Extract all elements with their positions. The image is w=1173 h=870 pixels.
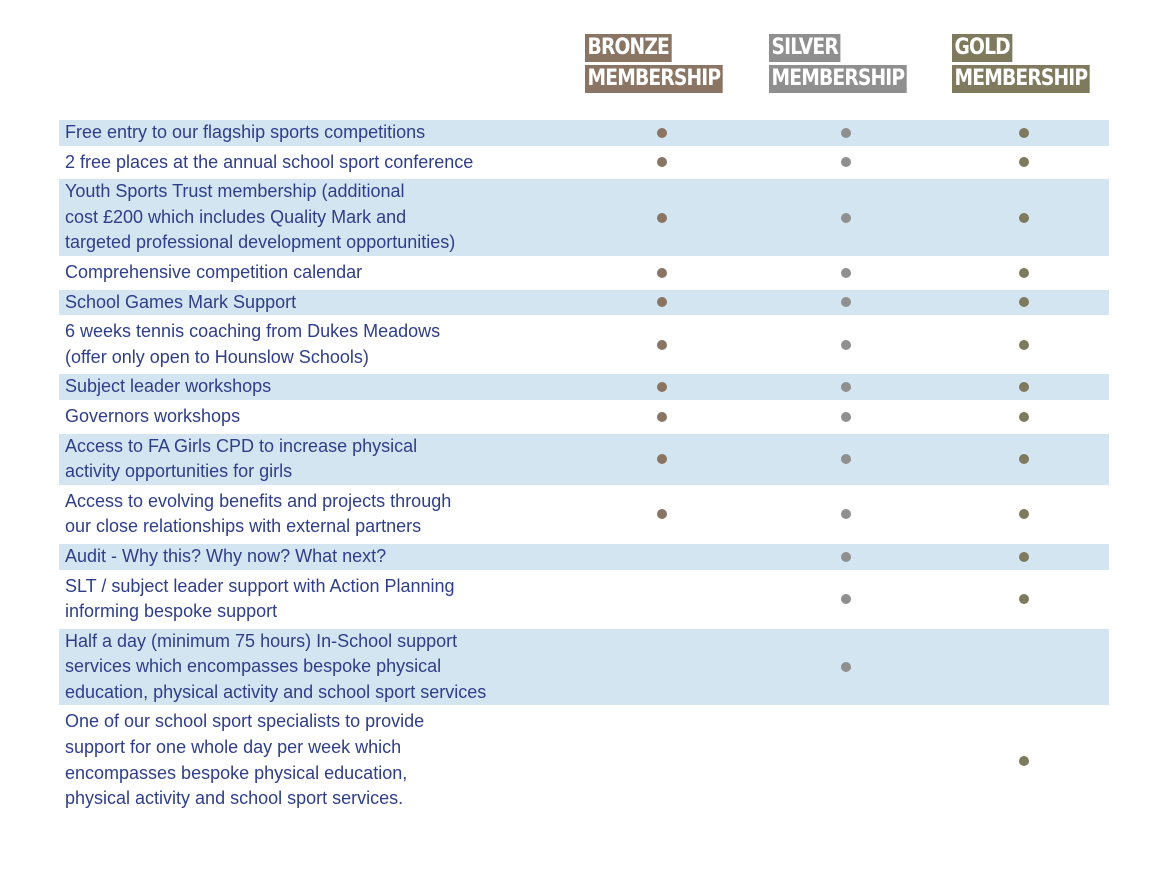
benefit-label: SLT / subject leader support with Action… xyxy=(65,575,455,622)
bronze-included-dot-icon xyxy=(657,157,667,168)
gold-included-dot-icon xyxy=(1019,267,1029,278)
gold-included-dot-icon xyxy=(1019,127,1029,138)
silver-included-dot-icon xyxy=(841,411,851,422)
bronze-included-dot-icon xyxy=(657,212,667,223)
silver-included-dot-icon xyxy=(841,551,851,562)
benefit-label: 6 weeks tennis coaching from Dukes Meado… xyxy=(65,321,441,367)
gold-included-dot-icon xyxy=(1019,382,1029,393)
silver-header-line2: MEMBERSHIP xyxy=(769,65,907,93)
gold-header-line1: GOLD xyxy=(952,34,1013,62)
table-row: Governors workshops xyxy=(59,404,1109,430)
silver-included-dot-icon xyxy=(841,382,851,393)
benefit-label: Half a day (minimum 75 hours) In-School … xyxy=(65,630,487,702)
silver-included-dot-icon xyxy=(841,509,851,520)
bronze-included-dot-icon xyxy=(657,509,667,520)
silver-included-dot-icon xyxy=(841,212,851,223)
gold-included-dot-icon xyxy=(1019,551,1029,562)
silver-included-dot-icon xyxy=(841,297,851,308)
benefit-label: Governors workshops xyxy=(65,405,241,426)
gold-membership-header: GOLD MEMBERSHIP xyxy=(952,34,1114,96)
silver-included-dot-icon xyxy=(841,157,851,168)
benefit-label: Access to FA Girls CPD to increase physi… xyxy=(65,435,418,482)
table-row: Subject leader workshops xyxy=(59,374,1109,400)
silver-included-dot-icon xyxy=(841,594,851,605)
gold-included-dot-icon xyxy=(1019,454,1029,465)
table-row: Free entry to our flagship sports compet… xyxy=(59,120,1109,146)
table-row: Comprehensive competition calendar xyxy=(59,260,1109,286)
bronze-included-dot-icon xyxy=(657,267,667,278)
table-row: Access to FA Girls CPD to increase physi… xyxy=(59,433,1109,485)
bronze-header-line1: BRONZE xyxy=(585,34,672,62)
benefit-label: Access to evolving benefits and projects… xyxy=(65,490,452,537)
benefits-comparison-table: Free entry to our flagship sports compet… xyxy=(59,120,1109,816)
gold-included-dot-icon xyxy=(1019,157,1029,168)
gold-included-dot-icon xyxy=(1019,411,1029,422)
benefit-label: Subject leader workshops xyxy=(65,376,272,397)
gold-included-dot-icon xyxy=(1019,339,1029,350)
benefit-label: Free entry to our flagship sports compet… xyxy=(65,122,426,142)
silver-included-dot-icon xyxy=(841,339,851,350)
bronze-included-dot-icon xyxy=(657,454,667,465)
bronze-included-dot-icon xyxy=(657,382,667,393)
benefit-label: Youth Sports Trust membership (additiona… xyxy=(65,181,456,253)
gold-included-dot-icon xyxy=(1019,755,1029,766)
table-row: Youth Sports Trust membership (additiona… xyxy=(59,179,1109,256)
benefit-label: Comprehensive competition calendar xyxy=(65,261,363,282)
benefit-label: One of our school sport specialists to p… xyxy=(65,711,425,809)
table-row: One of our school sport specialists to p… xyxy=(59,709,1109,811)
table-row: Audit - Why this? Why now? What next? xyxy=(59,543,1109,570)
gold-included-dot-icon xyxy=(1019,509,1029,520)
benefit-label: Audit - Why this? Why now? What next? xyxy=(65,545,387,566)
table-row: SLT / subject leader support with Action… xyxy=(59,574,1109,625)
silver-membership-header: SILVER MEMBERSHIP xyxy=(769,34,931,96)
table-row: 2 free places at the annual school sport… xyxy=(59,150,1109,176)
silver-included-dot-icon xyxy=(841,662,851,673)
table-row: School Games Mark Support xyxy=(59,289,1109,316)
silver-included-dot-icon xyxy=(841,127,851,138)
bronze-included-dot-icon xyxy=(657,339,667,350)
table-row: 6 weeks tennis coaching from Dukes Meado… xyxy=(59,319,1109,370)
table-row: Access to evolving benefits and projects… xyxy=(59,489,1109,540)
silver-included-dot-icon xyxy=(841,267,851,278)
gold-included-dot-icon xyxy=(1019,297,1029,308)
silver-header-line1: SILVER xyxy=(769,34,841,62)
bronze-header-line2: MEMBERSHIP xyxy=(585,65,723,93)
benefit-label: 2 free places at the annual school sport… xyxy=(65,151,474,172)
bronze-included-dot-icon xyxy=(657,411,667,422)
membership-tier-headers: BRONZE MEMBERSHIP SILVER MEMBERSHIP GOLD… xyxy=(0,34,1173,96)
silver-included-dot-icon xyxy=(841,454,851,465)
gold-header-line2: MEMBERSHIP xyxy=(952,65,1090,93)
gold-included-dot-icon xyxy=(1019,594,1029,605)
table-row: Half a day (minimum 75 hours) In-School … xyxy=(59,628,1109,706)
bronze-included-dot-icon xyxy=(657,297,667,308)
bronze-membership-header: BRONZE MEMBERSHIP xyxy=(585,34,747,96)
bronze-included-dot-icon xyxy=(657,127,667,138)
gold-included-dot-icon xyxy=(1019,212,1029,223)
benefit-label: School Games Mark Support xyxy=(65,291,297,312)
